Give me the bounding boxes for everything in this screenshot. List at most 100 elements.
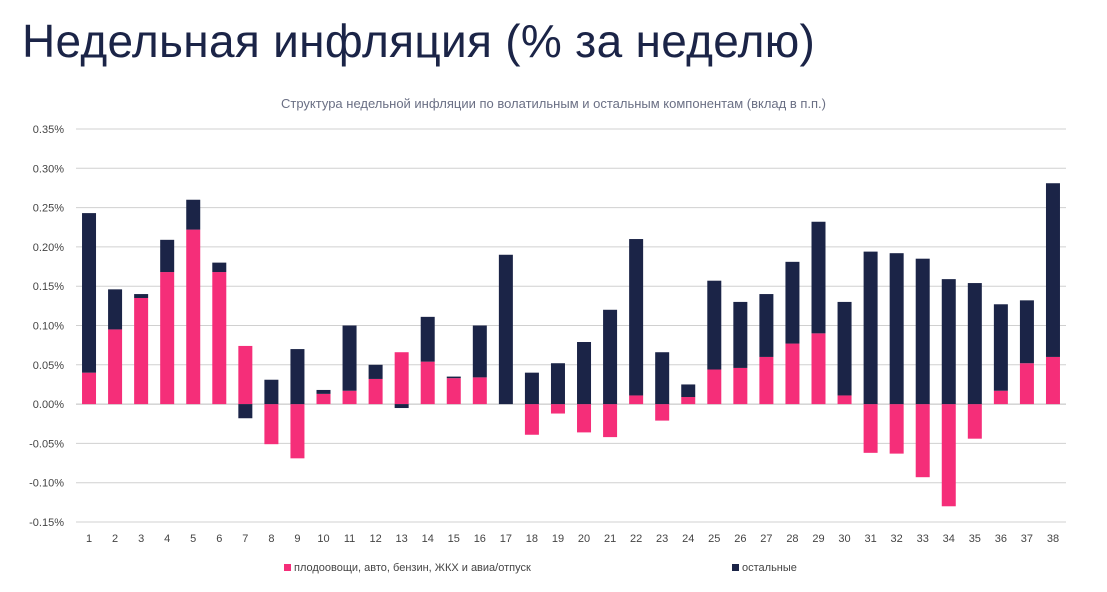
y-tick-label: -0.10% bbox=[29, 478, 64, 490]
x-tick-label: 15 bbox=[448, 533, 460, 545]
bar-volatile-week-23 bbox=[655, 404, 670, 421]
bar-volatile-week-7 bbox=[238, 345, 253, 405]
bar-volatile-week-1 bbox=[82, 372, 97, 405]
bar-volatile-week-21 bbox=[603, 404, 618, 438]
bar-other-week-22 bbox=[629, 239, 644, 396]
bar-other-week-24 bbox=[681, 384, 696, 398]
bar-volatile-week-31 bbox=[863, 404, 878, 453]
x-tick-label: 6 bbox=[216, 533, 222, 545]
bar-other-week-20 bbox=[577, 342, 592, 405]
bar-volatile-week-38 bbox=[1045, 356, 1060, 405]
bar-other-week-25 bbox=[707, 280, 722, 370]
bar-volatile-week-18 bbox=[524, 404, 539, 435]
x-tick-label: 22 bbox=[630, 533, 642, 545]
bar-volatile-week-35 bbox=[967, 404, 982, 439]
bars bbox=[82, 183, 1060, 507]
bar-other-week-11 bbox=[342, 325, 357, 391]
x-tick-label: 35 bbox=[969, 533, 981, 545]
x-tick-label: 26 bbox=[734, 533, 746, 545]
bar-other-week-31 bbox=[863, 251, 878, 405]
x-tick-label: 17 bbox=[500, 533, 512, 545]
bar-volatile-week-15 bbox=[446, 378, 461, 405]
bar-other-week-37 bbox=[1019, 300, 1034, 364]
bar-other-week-5 bbox=[186, 199, 201, 230]
bar-volatile-week-32 bbox=[889, 404, 904, 454]
bar-other-week-16 bbox=[472, 325, 487, 378]
x-tick-label: 37 bbox=[1021, 533, 1033, 545]
x-tick-label: 12 bbox=[369, 533, 381, 545]
bar-volatile-week-5 bbox=[186, 229, 201, 405]
x-tick-label: 11 bbox=[344, 533, 355, 545]
y-tick-label: 0.25% bbox=[33, 203, 64, 215]
bar-other-week-30 bbox=[837, 301, 852, 396]
x-tick-label: 36 bbox=[995, 533, 1007, 545]
x-tick-label: 20 bbox=[578, 533, 590, 545]
y-tick-label: 0.05% bbox=[33, 360, 64, 372]
y-tick-label: 0.30% bbox=[33, 163, 64, 175]
bar-volatile-week-12 bbox=[368, 378, 383, 405]
bar-other-week-10 bbox=[316, 389, 331, 394]
bar-volatile-week-28 bbox=[785, 343, 800, 405]
x-tick-label: 30 bbox=[838, 533, 850, 545]
bar-volatile-week-16 bbox=[472, 377, 487, 405]
x-tick-label: 3 bbox=[138, 533, 144, 545]
bar-other-week-34 bbox=[941, 279, 956, 405]
x-tick-label: 33 bbox=[917, 533, 929, 545]
bar-volatile-week-36 bbox=[993, 390, 1008, 405]
bar-volatile-week-6 bbox=[212, 272, 227, 405]
bar-other-week-21 bbox=[603, 309, 618, 405]
bar-other-week-4 bbox=[160, 239, 175, 273]
bar-other-week-7 bbox=[238, 404, 253, 419]
x-tick-label: 10 bbox=[317, 533, 329, 545]
bar-volatile-week-10 bbox=[316, 393, 331, 405]
bar-other-week-19 bbox=[550, 363, 565, 405]
y-tick-label: -0.15% bbox=[29, 517, 64, 529]
y-tick-label: 0.00% bbox=[33, 399, 64, 411]
y-tick-label: 0.10% bbox=[33, 321, 64, 333]
x-tick-label: 8 bbox=[268, 533, 274, 545]
bar-other-week-29 bbox=[811, 221, 826, 334]
bar-other-week-27 bbox=[759, 294, 774, 357]
x-tick-label: 19 bbox=[552, 533, 564, 545]
bar-other-week-8 bbox=[264, 379, 279, 405]
legend-item-volatile: плодоовощи, авто, бензин, ЖКХ и авиа/отп… bbox=[284, 562, 531, 574]
x-tick-label: 34 bbox=[943, 533, 955, 545]
bar-volatile-week-25 bbox=[707, 369, 722, 405]
legend-swatch-volatile bbox=[284, 563, 291, 571]
bar-other-week-18 bbox=[524, 372, 539, 405]
bar-other-week-3 bbox=[134, 294, 149, 298]
page-title: Недельная инфляция (% за неделю) bbox=[22, 15, 816, 67]
x-tick-label: 38 bbox=[1047, 533, 1059, 545]
x-tick-label: 1 bbox=[86, 533, 92, 545]
bar-volatile-week-11 bbox=[342, 390, 357, 405]
x-tick-label: 25 bbox=[708, 533, 720, 545]
x-tick-label: 14 bbox=[422, 533, 434, 545]
bar-volatile-week-19 bbox=[550, 404, 565, 414]
bar-volatile-week-29 bbox=[811, 333, 826, 405]
y-tick-label: 0.20% bbox=[33, 242, 64, 254]
x-tick-label: 2 bbox=[112, 533, 118, 545]
bar-volatile-week-33 bbox=[915, 404, 930, 478]
bar-other-week-38 bbox=[1045, 183, 1060, 357]
y-tick-label: 0.15% bbox=[33, 281, 64, 293]
bar-other-week-2 bbox=[108, 289, 123, 330]
bar-volatile-week-3 bbox=[134, 297, 149, 405]
bar-other-week-15 bbox=[446, 376, 461, 379]
x-tick-label: 24 bbox=[682, 533, 694, 545]
bar-volatile-week-8 bbox=[264, 404, 279, 445]
bar-other-week-26 bbox=[733, 301, 748, 368]
bar-volatile-week-30 bbox=[837, 395, 852, 405]
bar-volatile-week-4 bbox=[160, 272, 175, 405]
bar-other-week-33 bbox=[915, 258, 930, 405]
x-tick-label: 18 bbox=[526, 533, 538, 545]
x-tick-label: 5 bbox=[190, 533, 196, 545]
bar-volatile-week-37 bbox=[1019, 363, 1034, 405]
legend-swatch-other bbox=[732, 563, 739, 571]
bar-volatile-week-2 bbox=[108, 329, 123, 405]
bar-other-week-1 bbox=[82, 213, 97, 373]
bar-other-week-23 bbox=[655, 352, 670, 405]
x-tick-label: 27 bbox=[760, 533, 772, 545]
bar-other-week-28 bbox=[785, 261, 800, 344]
bar-volatile-week-27 bbox=[759, 356, 774, 405]
